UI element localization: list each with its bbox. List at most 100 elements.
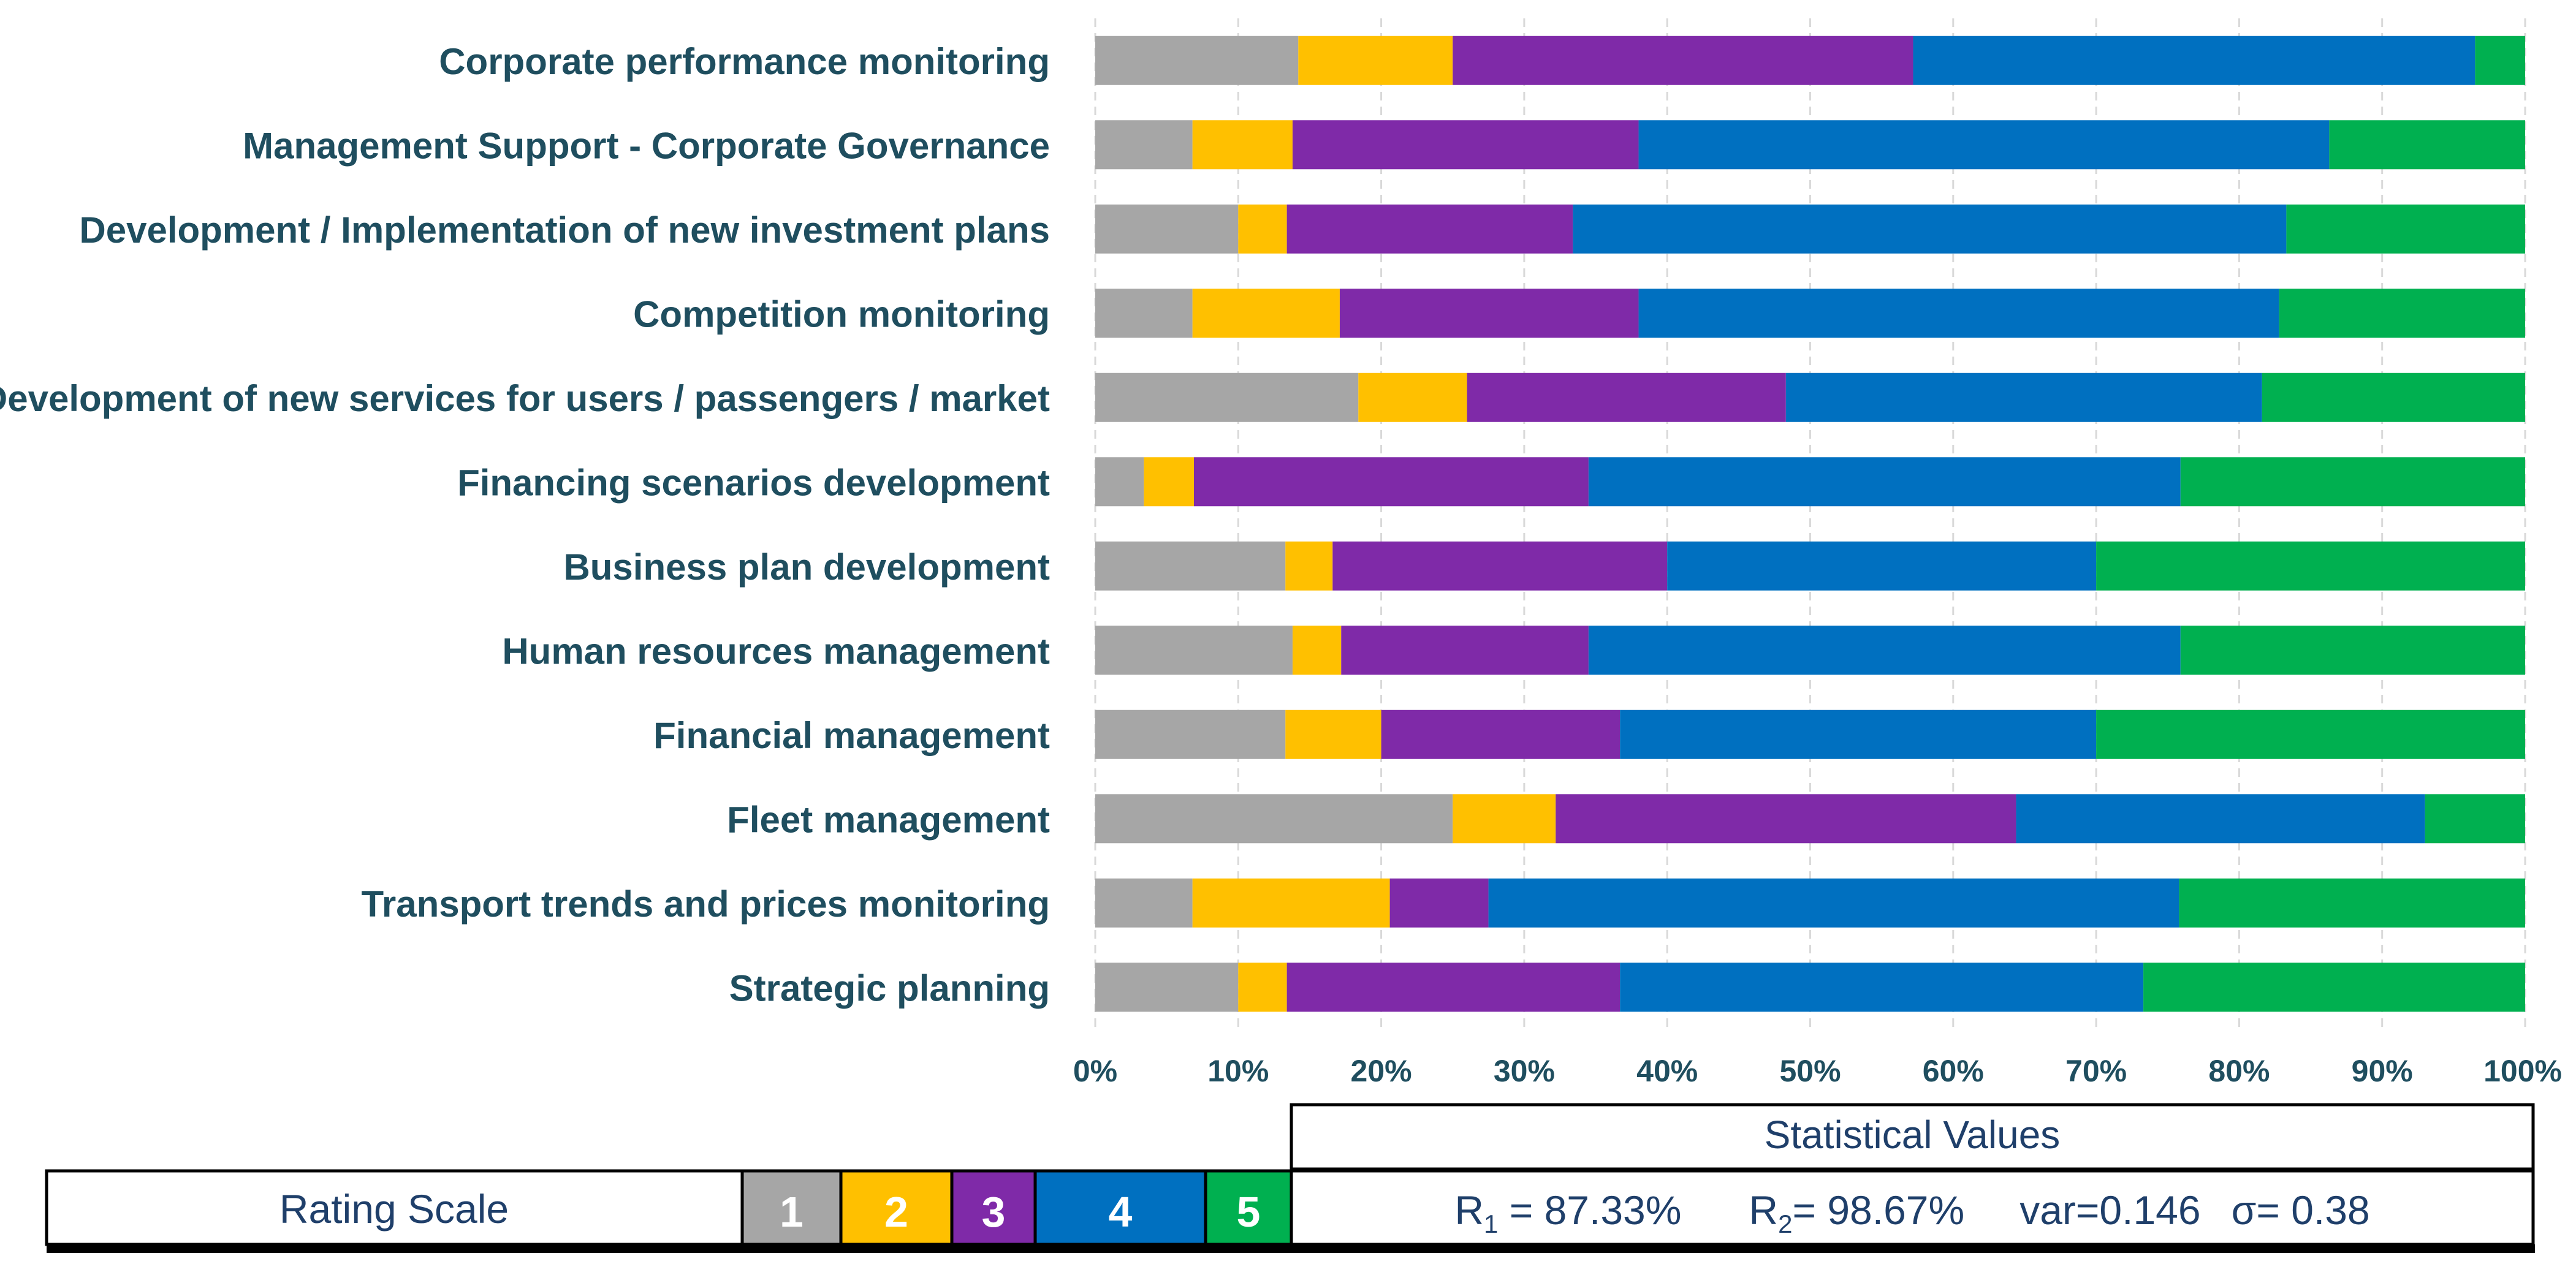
bar-segment [2286, 204, 2525, 254]
bar-segment [2016, 794, 2425, 844]
bar-segment [2475, 36, 2525, 85]
bar-segment [1339, 289, 1639, 338]
category-label: Competition monitoring [633, 293, 1050, 335]
x-tick-label: 70% [2065, 1054, 2127, 1088]
category-label: Fleet management [727, 799, 1050, 840]
bars [1095, 36, 2525, 1012]
x-tick-label: 30% [1494, 1054, 1555, 1088]
bar-segment [2262, 373, 2525, 422]
bar-segment [1358, 373, 1467, 422]
bar-segment [1292, 120, 1639, 170]
x-tick-label: 80% [2208, 1054, 2270, 1088]
bar-segment [2096, 541, 2525, 591]
legend-swatch-label: 5 [1237, 1188, 1261, 1236]
stat-r1-var: R [1454, 1187, 1484, 1233]
bar-segment [1095, 794, 1453, 844]
x-tick-label: 10% [1207, 1054, 1269, 1088]
category-label: Business plan development [563, 547, 1050, 588]
category-label: Corporate performance monitoring [439, 41, 1050, 82]
bar-segment [1144, 457, 1194, 507]
stat-sigma: σ= 0.38 [2232, 1187, 2370, 1233]
stats-header-box [1290, 1103, 2535, 1171]
legend-swatch [839, 1169, 954, 1246]
stats-values-text: R1 = 87.33% R2= 98.67% var=0.146 σ= 0.38 [1454, 1187, 2369, 1238]
bar-segment [1556, 794, 2016, 844]
x-tick-label: 20% [1351, 1054, 1412, 1088]
x-axis-ticks: 0% 10% 20% 30% 40% 50% 60% 70% 80% 90% 100% [1073, 1054, 2562, 1088]
stat-r2-sub: 2 [1778, 1209, 1792, 1238]
rating-swatches: 1 2 3 4 5 [740, 1169, 1293, 1246]
bar-segment [1341, 626, 1589, 675]
bar-segment [1095, 878, 1193, 928]
bar-segment [1785, 373, 2262, 422]
x-tick-label: 50% [1779, 1054, 1841, 1088]
bar-segment [1095, 36, 1299, 85]
bar-segment [1192, 878, 1390, 928]
bar-segment [2279, 289, 2525, 338]
legend-swatch [740, 1169, 843, 1246]
category-label: Management Support - Corporate Governanc… [243, 125, 1050, 166]
x-tick-label: 40% [1636, 1054, 1698, 1088]
bar-segment [1381, 710, 1620, 759]
bar-segment [1620, 710, 2097, 759]
bar-segment [1095, 373, 1359, 422]
bar-segment [1095, 626, 1293, 675]
legend-swatch-label: 1 [780, 1188, 804, 1236]
bar-segment [1332, 541, 1668, 591]
bar-segment [1488, 878, 2179, 928]
stat-r2-value: = 98.67% [1792, 1187, 1964, 1233]
bar-segment [1238, 963, 1287, 1012]
bar-segment [1467, 373, 1786, 422]
bar-segment [1095, 457, 1144, 507]
bar-segment [2180, 457, 2525, 507]
stat-var: var=0.146 [2019, 1187, 2200, 1233]
category-label: Financing scenarios development [457, 462, 1050, 503]
x-tick-label: 0% [1073, 1054, 1117, 1088]
bar-segment [2096, 710, 2525, 759]
bar-segment [1453, 794, 1556, 844]
gridlines [1094, 18, 2526, 1029]
bar-segment [1192, 120, 1293, 170]
stat-r2-var: R [1749, 1187, 1778, 1233]
bar-segment [1667, 541, 2097, 591]
bar-segment [2180, 626, 2525, 675]
bar-segment [2143, 963, 2525, 1012]
bar-segment [2329, 120, 2525, 170]
bar-segment [2425, 794, 2525, 844]
bar-segment [1588, 457, 2181, 507]
category-label: Human resources management [502, 630, 1050, 672]
bar-segment [1095, 120, 1193, 170]
legend-swatch-label: 4 [1109, 1188, 1133, 1236]
bar-segment [1285, 710, 1381, 759]
bar-segment [1095, 963, 1239, 1012]
category-label: Development of new services for users / … [0, 378, 1050, 419]
category-label: Transport trends and prices monitoring [362, 884, 1050, 925]
bar-segment [1453, 36, 1913, 85]
bar-segment [1095, 204, 1239, 254]
category-labels: Corporate performance monitoring Manageme… [0, 41, 1050, 1009]
x-tick-label: 60% [1923, 1054, 1984, 1088]
bar-segment [1298, 36, 1453, 85]
legend-swatch-label: 3 [982, 1188, 1006, 1236]
x-tick-label: 90% [2352, 1054, 2413, 1088]
x-tick-label: 100% [2483, 1054, 2562, 1088]
stat-r1-value: = 87.33% [1498, 1187, 1681, 1233]
bar-segment [1193, 457, 1589, 507]
stat-r1-sub: 1 [1484, 1209, 1498, 1238]
category-label: Strategic planning [729, 967, 1050, 1009]
bar-segment [1913, 36, 2475, 85]
bar-segment [1588, 626, 2181, 675]
bar-segment [1638, 120, 2330, 170]
stats-header-text: Statistical Values [1765, 1113, 2061, 1157]
bar-segment [1389, 878, 1489, 928]
bar-segment [1286, 963, 1620, 1012]
stats-values-box [1290, 1169, 2535, 1246]
bar-segment [2179, 878, 2525, 928]
legend-swatch [950, 1169, 1037, 1246]
bar-segment [1286, 204, 1573, 254]
bar-segment [1292, 626, 1342, 675]
legend-bottom-rule [47, 1244, 2535, 1253]
bar-segment [1192, 289, 1340, 338]
